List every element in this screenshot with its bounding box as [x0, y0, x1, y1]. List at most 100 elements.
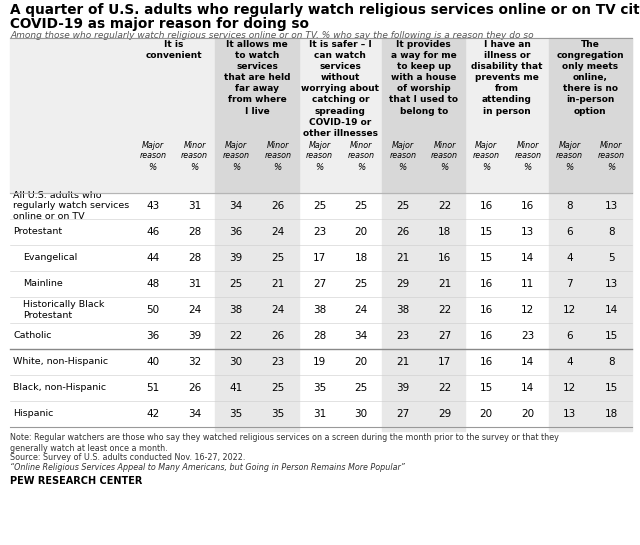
Text: 21: 21 [271, 279, 284, 289]
Text: %: % [607, 163, 615, 172]
Text: 25: 25 [355, 201, 368, 211]
Text: PEW RESEARCH CENTER: PEW RESEARCH CENTER [10, 476, 142, 486]
Text: 16: 16 [479, 201, 493, 211]
Text: Major
reason: Major reason [556, 141, 583, 160]
Text: %: % [190, 163, 198, 172]
Text: 8: 8 [608, 357, 614, 367]
Text: 5: 5 [608, 253, 614, 263]
Text: 8: 8 [608, 227, 614, 237]
Text: 23: 23 [396, 331, 410, 341]
Text: 26: 26 [271, 201, 284, 211]
Text: 24: 24 [188, 305, 201, 315]
Text: 44: 44 [146, 253, 159, 263]
Text: Minor
reason: Minor reason [348, 141, 375, 160]
Text: 25: 25 [230, 279, 243, 289]
Text: %: % [232, 163, 240, 172]
Text: 26: 26 [271, 331, 284, 341]
Text: 25: 25 [396, 201, 410, 211]
Text: 34: 34 [355, 331, 368, 341]
Bar [215, 38, 299, 193]
Text: 34: 34 [188, 409, 201, 419]
Text: 13: 13 [605, 279, 618, 289]
Text: 23: 23 [271, 357, 284, 367]
Text: 4: 4 [566, 357, 573, 367]
Text: 15: 15 [605, 331, 618, 341]
Text: 39: 39 [188, 331, 201, 341]
Text: %: % [440, 163, 449, 172]
Text: Historically Black
Protestant: Historically Black Protestant [23, 300, 104, 320]
Text: 16: 16 [521, 201, 534, 211]
Text: Among those who regularly watch religious services online or on TV, % who say th: Among those who regularly watch religiou… [10, 31, 534, 40]
Text: 7: 7 [566, 279, 573, 289]
Text: Major
reason: Major reason [472, 141, 500, 160]
Text: 35: 35 [271, 409, 284, 419]
Text: 31: 31 [188, 201, 201, 211]
Text: 20: 20 [355, 357, 368, 367]
Text: 38: 38 [313, 305, 326, 315]
Text: 22: 22 [438, 305, 451, 315]
Text: Major
reason: Major reason [140, 141, 166, 160]
Text: 20: 20 [479, 409, 493, 419]
Text: 24: 24 [271, 305, 284, 315]
Text: 14: 14 [521, 357, 534, 367]
Text: 31: 31 [313, 409, 326, 419]
Bar [382, 193, 465, 431]
Text: 21: 21 [438, 279, 451, 289]
Text: 11: 11 [521, 279, 534, 289]
Text: 25: 25 [355, 279, 368, 289]
Text: 28: 28 [188, 253, 201, 263]
Text: 17: 17 [313, 253, 326, 263]
Text: 14: 14 [605, 305, 618, 315]
Text: Minor
reason: Minor reason [264, 141, 291, 160]
Text: 16: 16 [479, 279, 493, 289]
Text: 12: 12 [563, 305, 576, 315]
Text: 36: 36 [146, 331, 159, 341]
Text: Hispanic: Hispanic [13, 409, 53, 419]
Text: 13: 13 [563, 409, 576, 419]
Text: White, non-Hispanic: White, non-Hispanic [13, 358, 108, 366]
Text: 16: 16 [438, 253, 451, 263]
Text: 13: 13 [605, 201, 618, 211]
Text: 48: 48 [146, 279, 159, 289]
Text: 31: 31 [188, 279, 201, 289]
Text: 42: 42 [146, 409, 159, 419]
Text: 29: 29 [438, 409, 451, 419]
Text: 38: 38 [396, 305, 410, 315]
Text: 24: 24 [355, 305, 368, 315]
Text: 38: 38 [230, 305, 243, 315]
Text: A quarter of U.S. adults who regularly watch religious services online or on TV : A quarter of U.S. adults who regularly w… [10, 3, 640, 17]
Text: I have an
illness or
disability that
prevents me
from
attending
in person: I have an illness or disability that pre… [471, 40, 543, 116]
Text: 15: 15 [479, 227, 493, 237]
Text: 24: 24 [271, 227, 284, 237]
Text: 32: 32 [188, 357, 201, 367]
Text: 27: 27 [396, 409, 410, 419]
Text: 22: 22 [230, 331, 243, 341]
Text: 36: 36 [230, 227, 243, 237]
Bar [382, 38, 465, 193]
Text: 25: 25 [313, 201, 326, 211]
Text: 28: 28 [188, 227, 201, 237]
Text: 16: 16 [479, 357, 493, 367]
Text: 12: 12 [521, 305, 534, 315]
Text: 6: 6 [566, 227, 573, 237]
Bar [10, 38, 632, 193]
Text: 16: 16 [479, 305, 493, 315]
Text: %: % [524, 163, 532, 172]
Text: 34: 34 [230, 201, 243, 211]
Text: %: % [357, 163, 365, 172]
Bar [548, 193, 632, 431]
Text: 27: 27 [438, 331, 451, 341]
Text: Minor
reason: Minor reason [181, 141, 208, 160]
Text: 51: 51 [146, 383, 159, 393]
Text: 21: 21 [396, 357, 410, 367]
Text: %: % [399, 163, 407, 172]
Text: %: % [316, 163, 324, 172]
Text: 46: 46 [146, 227, 159, 237]
Text: 19: 19 [313, 357, 326, 367]
Text: 8: 8 [566, 201, 573, 211]
Text: Note: Regular watchers are those who say they watched religious services on a sc: Note: Regular watchers are those who say… [10, 433, 559, 453]
Text: 18: 18 [355, 253, 368, 263]
Text: COVID-19 as major reason for doing so: COVID-19 as major reason for doing so [10, 17, 309, 31]
Text: 13: 13 [521, 227, 534, 237]
Text: 16: 16 [479, 331, 493, 341]
